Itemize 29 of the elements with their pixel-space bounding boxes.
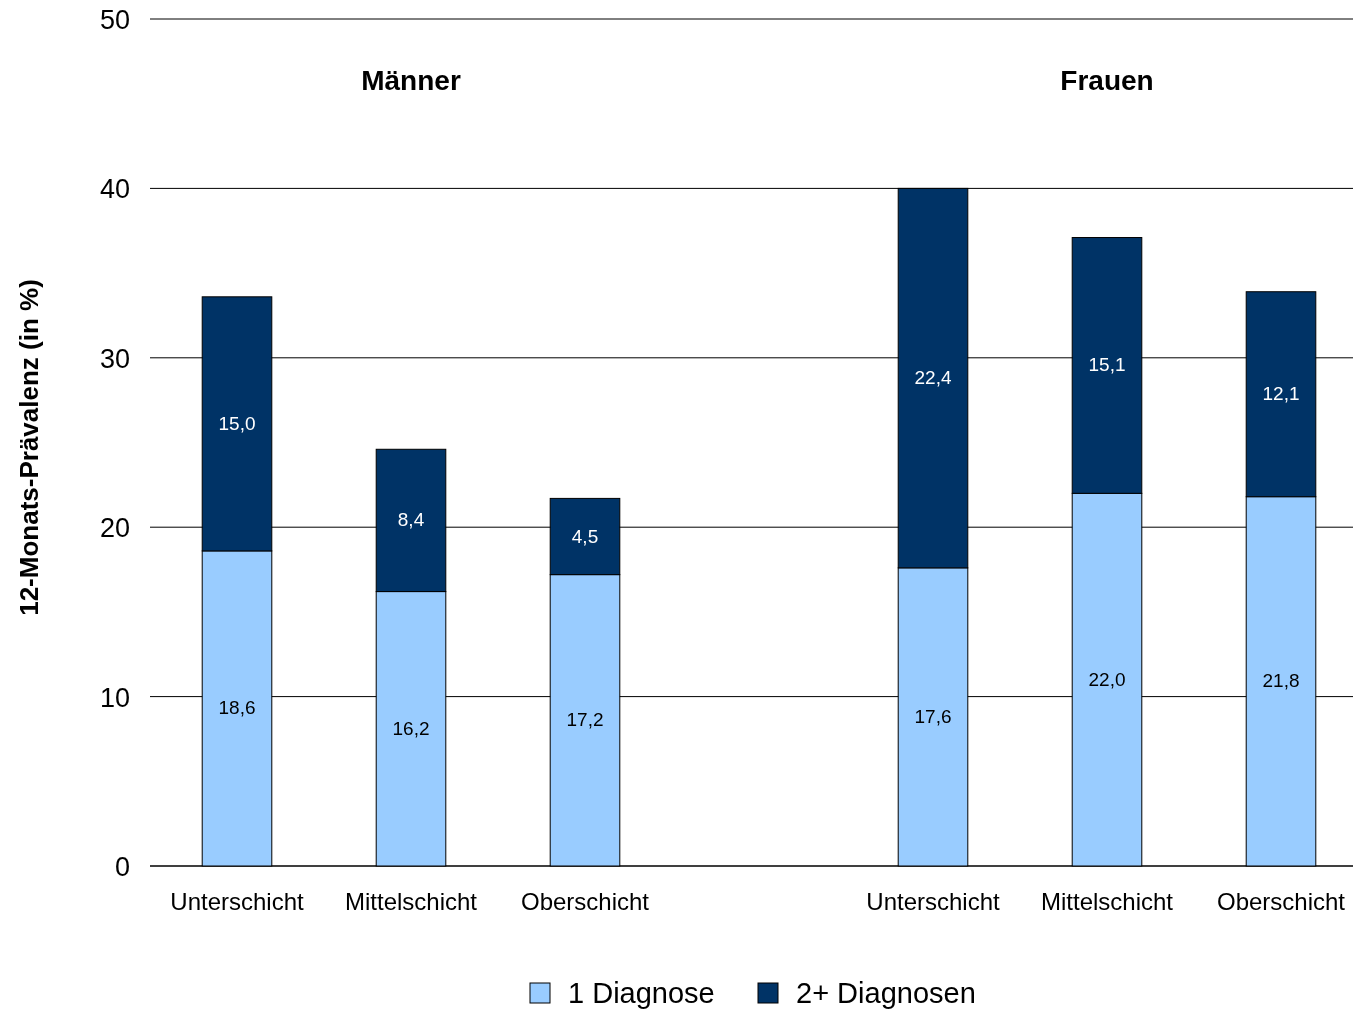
data-label: 22,0 — [1088, 668, 1126, 690]
data-label: 8,4 — [397, 509, 425, 531]
y-tick-label: 10 — [99, 682, 130, 713]
data-label: 17,2 — [566, 709, 604, 731]
annotation: Männer — [361, 65, 461, 96]
y-tick-label: 0 — [114, 852, 130, 882]
data-label: 22,4 — [914, 367, 952, 389]
data-label: 21,8 — [1262, 670, 1300, 692]
data-label: 4,5 — [571, 525, 599, 547]
data-label: 17,6 — [914, 705, 952, 727]
x-tick-label: Unterschicht — [866, 888, 1001, 915]
annotation: Frauen — [1060, 65, 1154, 96]
legend-label: 2+ Diagnosen — [796, 977, 976, 1009]
legend-label: 1 Diagnose — [568, 977, 715, 1009]
y-axis-title: 12-Monats-Prävalenz (in %) — [14, 279, 44, 616]
y-tick-label: 20 — [99, 513, 130, 544]
data-label: 12,1 — [1262, 383, 1300, 405]
data-label: 18,6 — [218, 697, 256, 719]
data-label: 15,0 — [218, 412, 256, 434]
x-tick-label: Oberschicht — [1216, 888, 1346, 915]
y-tick-label: 30 — [99, 343, 130, 374]
data-label: 16,2 — [392, 717, 430, 739]
x-tick-label: Oberschicht — [520, 888, 650, 915]
y-tick-label: 50 — [99, 5, 130, 35]
data-label: 15,1 — [1088, 354, 1126, 376]
x-tick-label: Unterschicht — [170, 888, 305, 915]
x-tick-label: Mittelschicht — [1040, 888, 1174, 915]
x-tick-label: Mittelschicht — [344, 888, 478, 915]
y-tick-label: 40 — [99, 174, 130, 205]
